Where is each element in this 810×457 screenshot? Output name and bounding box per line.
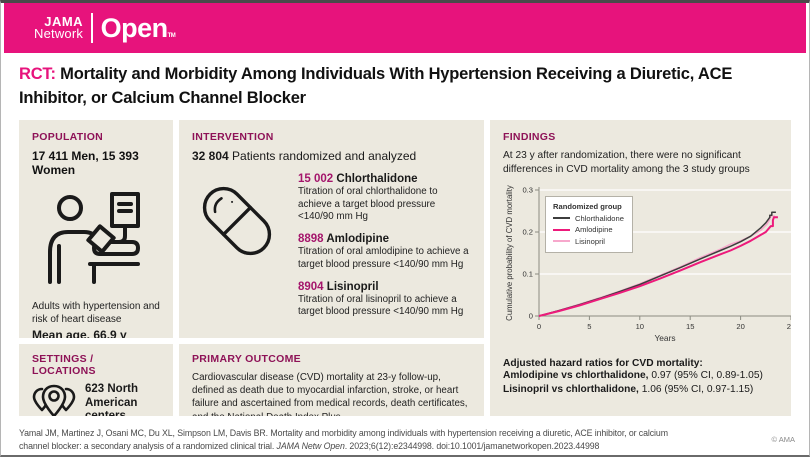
- logo-jama-text: JAMA: [44, 13, 84, 29]
- drug-item-chlorthalidone: 15 002 Chlorthalidone Titration of oral …: [298, 173, 471, 224]
- chart-legend: Randomized group Chlorthalidone Amlodipi…: [545, 196, 633, 253]
- intervention-panel: INTERVENTION 32 804 Patients randomized …: [179, 119, 484, 338]
- settings-header: SETTINGS / LOCATIONS: [32, 352, 96, 377]
- copyright-label: © AMA: [771, 434, 795, 444]
- svg-text:5: 5: [587, 322, 591, 331]
- jama-network-open-logo: JAMA Network OpenTM: [34, 12, 176, 44]
- intervention-count: 32 804: [192, 148, 229, 163]
- citation-text: Yamal JM, Martinez J, Osani MC, Du XL, S…: [19, 427, 668, 452]
- amlodipine-line-swatch: [553, 228, 570, 231]
- findings-header: FINDINGS: [503, 130, 556, 143]
- population-panel: POPULATION 17 411 Men, 15 393 Women Adul…: [19, 119, 173, 338]
- patient-blood-pressure-icon: [48, 191, 140, 284]
- drug-item-lisinopril: 8904 Lisinopril Titration of oral lisino…: [298, 281, 471, 319]
- trademark-symbol: TM: [167, 32, 176, 39]
- intervention-count-label: Patients randomized and analyzed: [232, 148, 417, 163]
- cvd-mortality-chart: 0 0.1 0.2 0.3 0 5 10 15 20 25 Years Cumulative prob…: [503, 180, 791, 350]
- legend-item-amlodipine: Amlodipine: [553, 224, 624, 235]
- drug-item-amlodipine: 8898 Amlodipine Titration of oral amlodi…: [298, 233, 471, 271]
- drug-description: Titration of oral amlodipine to achieve …: [298, 246, 469, 270]
- study-type-tag: RCT:: [19, 65, 56, 83]
- logo-network-text: Network: [34, 26, 84, 41]
- lisinopril-line-swatch: [553, 240, 570, 243]
- legend-title: Randomized group: [553, 202, 622, 212]
- hazard-ratios-title: Adjusted hazard ratios for CVD mortality…: [503, 358, 703, 370]
- population-count: 17 411 Men, 15 393 Women: [32, 148, 139, 177]
- map-pins-icon: [32, 384, 76, 416]
- cvd-chart-svg: 0 0.1 0.2 0.3 0 5 10 15 20 25 Years Cumulative prob…: [505, 185, 791, 343]
- brand-bar: JAMA Network OpenTM: [4, 3, 806, 53]
- drug-name: Amlodipine: [326, 233, 389, 246]
- primary-outcome-panel: PRIMARY OUTCOME Cardiovascular disease (…: [179, 343, 484, 416]
- svg-text:15: 15: [686, 322, 694, 331]
- logo-open-text: OpenTM: [100, 12, 176, 43]
- logo-divider: [91, 13, 93, 43]
- pill-capsule-icon: [202, 186, 272, 255]
- drug-description: Titration of oral chlorthalidone to achi…: [298, 185, 438, 223]
- intervention-header: INTERVENTION: [192, 130, 274, 143]
- settings-text: 623 North American centers: [85, 382, 139, 416]
- svg-text:0: 0: [529, 312, 533, 321]
- primary-outcome-text: Cardiovascular disease (CVD) mortality a…: [192, 371, 468, 416]
- population-header: POPULATION: [32, 130, 104, 143]
- findings-text: At 23 y after randomization, there were …: [503, 149, 750, 175]
- svg-text:Cumulative probability of CVD: Cumulative probability of CVD mortality: [505, 185, 514, 321]
- legend-item-chlorthalidone: Chlorthalidone: [553, 213, 624, 224]
- hazard-ratios-block: Adjusted hazard ratios for CVD mortality…: [503, 358, 778, 397]
- svg-text:10: 10: [636, 322, 644, 331]
- drug-name: Lisinopril: [326, 280, 379, 293]
- hazard-ratio-lisinopril: Lisinopril vs chlorthalidone, 1.06 (95% …: [503, 384, 754, 396]
- primary-outcome-header: PRIMARY OUTCOME: [192, 352, 301, 365]
- svg-text:20: 20: [736, 322, 744, 331]
- title-block: RCT: Mortality and Morbidity Among Indiv…: [1, 53, 809, 120]
- legend-item-lisinopril: Lisinopril: [553, 236, 624, 247]
- svg-text:0.1: 0.1: [522, 270, 533, 279]
- svg-text:0.2: 0.2: [522, 228, 533, 237]
- svg-text:25: 25: [787, 322, 791, 331]
- drug-name: Chlorthalidone: [336, 172, 418, 185]
- journal-name: JAMA Netw Open: [276, 441, 345, 452]
- drug-count: 8898: [298, 233, 324, 246]
- drug-description: Titration of oral lisinopril to achieve …: [298, 293, 464, 318]
- drug-count: 8904: [298, 280, 324, 293]
- page-title: RCT: Mortality and Morbidity Among Indiv…: [19, 65, 733, 107]
- population-description: Adults with hypertension and risk of hea…: [32, 300, 160, 326]
- drug-count: 15 002: [298, 172, 334, 185]
- footer: Yamal JM, Martinez J, Osani MC, Du XL, S…: [1, 416, 809, 453]
- svg-text:0.3: 0.3: [522, 186, 533, 195]
- settings-panel: SETTINGS / LOCATIONS 623 North American …: [19, 343, 173, 416]
- population-mean-age: Mean age, 66.9 y: [32, 328, 127, 338]
- findings-panel: FINDINGS At 23 y after randomization, th…: [490, 119, 791, 416]
- svg-text:0: 0: [537, 322, 541, 331]
- hazard-ratio-amlodipine: Amlodipine vs chlorthalidone, 0.97 (95% …: [503, 370, 763, 382]
- chlorthalidone-line-swatch: [553, 217, 570, 220]
- svg-text:Years: Years: [654, 333, 675, 343]
- main-content: POPULATION 17 411 Men, 15 393 Women Adul…: [19, 119, 791, 416]
